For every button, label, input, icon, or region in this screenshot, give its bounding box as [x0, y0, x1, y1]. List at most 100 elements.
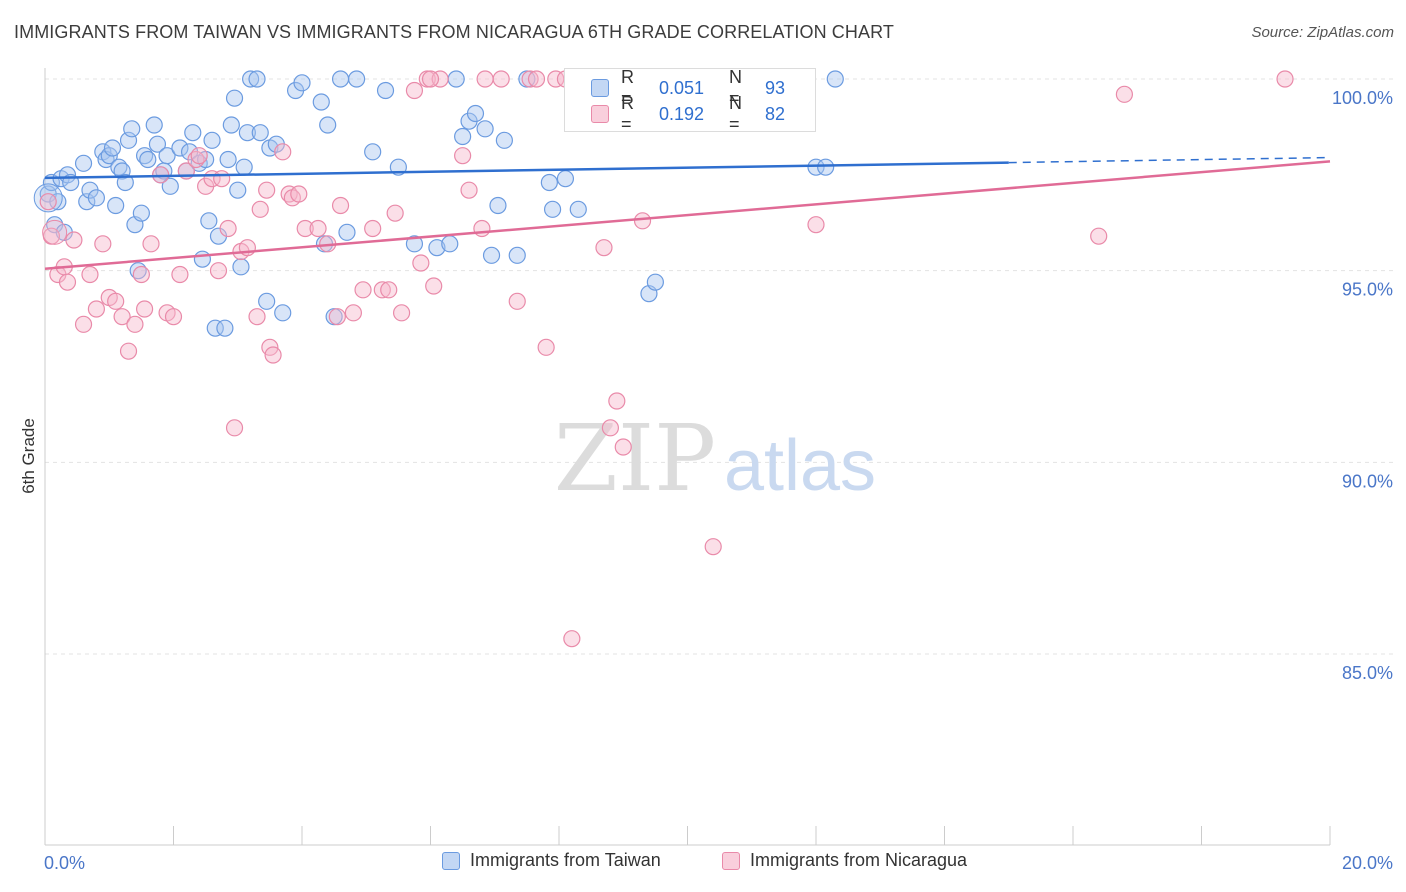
n-value: 82 — [765, 103, 786, 124]
data-point — [460, 181, 478, 199]
legend-item-taiwan[interactable]: Immigrants from Taiwan — [442, 850, 661, 871]
data-point — [158, 147, 176, 165]
x-tick-label: 0.0% — [44, 853, 85, 873]
data-point — [569, 200, 587, 218]
data-point — [563, 630, 581, 648]
data-point — [242, 70, 260, 88]
data-point — [119, 342, 138, 360]
data-point — [376, 81, 395, 100]
data-point — [258, 292, 276, 310]
data-point — [258, 181, 276, 199]
bottom-legend: Immigrants from Taiwan Immigrants from N… — [0, 850, 1406, 880]
data-point — [184, 124, 202, 142]
data-point — [200, 212, 218, 230]
data-point — [193, 250, 212, 268]
r-label: R = — [621, 67, 634, 108]
data-point — [42, 219, 68, 245]
data-point — [222, 116, 240, 134]
data-point — [94, 235, 112, 253]
data-point — [454, 127, 472, 146]
stats-legend-box: R = 0.051 N = 93 R = 0.192 N = 82 — [564, 67, 816, 134]
data-point — [331, 196, 350, 215]
axes — [44, 68, 1331, 846]
data-point — [164, 308, 183, 326]
data-point — [296, 219, 314, 238]
trend-line-taiwan — [44, 161, 1009, 180]
data-point — [290, 185, 308, 203]
data-point — [87, 189, 106, 207]
data-point — [595, 239, 613, 257]
legend-item-nicaragua[interactable]: Immigrants from Nicaragua — [722, 850, 967, 871]
data-point — [126, 315, 144, 333]
data-point — [135, 300, 154, 318]
data-point — [293, 74, 311, 92]
data-point — [537, 338, 555, 356]
nicaragua-swatch — [591, 105, 609, 123]
data-point — [405, 81, 424, 100]
data-point — [608, 392, 626, 410]
chart-source: Source: ZipAtlas.com — [1251, 24, 1394, 41]
data-point — [476, 70, 494, 88]
data-point — [508, 292, 526, 310]
data-point — [826, 70, 844, 88]
data-point — [274, 143, 292, 161]
data-point — [39, 193, 57, 211]
data-point — [556, 170, 575, 188]
trend-lines — [44, 156, 1331, 270]
data-point — [1115, 85, 1134, 103]
watermark: ZIP atlas — [554, 405, 876, 512]
watermark-atlas: atlas — [724, 426, 876, 506]
data-point — [132, 204, 150, 222]
series-taiwan-points — [33, 70, 844, 337]
data-point — [274, 304, 292, 322]
data-point — [107, 292, 125, 310]
data-point — [704, 538, 722, 556]
data-point — [139, 150, 157, 169]
data-point — [495, 131, 513, 149]
data-point — [454, 147, 472, 165]
data-point — [543, 200, 562, 218]
data-point — [348, 70, 366, 88]
data-point — [190, 147, 208, 165]
data-point — [251, 200, 269, 218]
legend-label: Immigrants from Nicaragua — [750, 850, 968, 870]
data-point — [206, 319, 224, 337]
data-point — [633, 212, 652, 230]
data-point — [171, 265, 189, 284]
data-point — [380, 281, 398, 299]
data-point — [431, 70, 449, 88]
data-point — [171, 139, 189, 157]
data-point — [508, 246, 526, 264]
data-point — [58, 273, 77, 291]
y-axis-title: 6th Grade — [19, 418, 38, 494]
data-point — [74, 315, 93, 333]
n-label: N = — [729, 93, 742, 134]
data-point — [364, 219, 382, 238]
data-point — [646, 273, 664, 291]
data-point — [203, 131, 221, 149]
data-point — [213, 170, 231, 188]
data-point — [1090, 227, 1108, 245]
data-point — [248, 70, 266, 88]
data-point — [807, 216, 825, 234]
data-point — [248, 308, 266, 326]
data-point — [328, 308, 346, 326]
data-point — [107, 196, 125, 215]
data-point — [489, 196, 507, 215]
data-point — [527, 70, 546, 88]
x-tick-label: 20.0% — [1342, 853, 1393, 873]
taiwan-swatch — [442, 851, 460, 870]
data-point — [113, 308, 131, 326]
data-point — [81, 265, 99, 284]
y-tick-label: 100.0% — [1332, 88, 1393, 108]
data-point — [421, 70, 440, 88]
data-point — [319, 116, 337, 134]
data-point — [142, 235, 160, 253]
data-point — [392, 304, 411, 322]
data-point — [264, 346, 282, 364]
data-point — [229, 181, 247, 199]
data-point — [466, 104, 485, 123]
y-tick-label: 90.0% — [1342, 471, 1393, 491]
r-value: 0.051 — [659, 77, 705, 98]
